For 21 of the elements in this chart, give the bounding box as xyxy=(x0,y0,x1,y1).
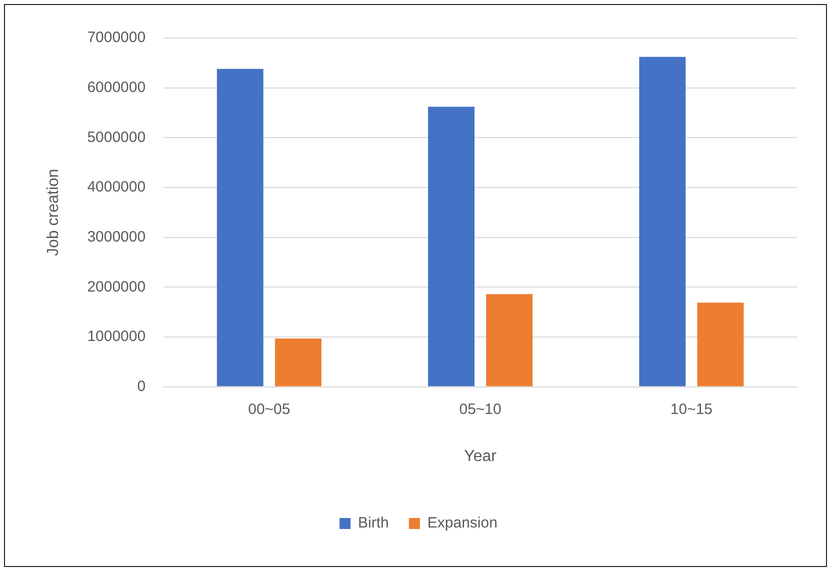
x-axis-title: Year xyxy=(464,448,498,465)
y-tick-label: 0 xyxy=(137,378,146,395)
y-tick-label: 7000000 xyxy=(87,29,146,46)
bar xyxy=(274,338,322,386)
y-tick-label: 1000000 xyxy=(87,328,146,346)
x-tick-label: 05~10 xyxy=(459,400,502,418)
legend-label: Expansion xyxy=(427,514,498,532)
bar xyxy=(486,294,533,386)
x-tick-label: 00~05 xyxy=(248,400,290,418)
y-axis-title: Job creation xyxy=(45,168,62,256)
legend-label: Birth xyxy=(358,514,389,532)
x-tick-label: 10~15 xyxy=(670,400,713,418)
bar xyxy=(639,56,686,386)
bar xyxy=(428,106,474,386)
bar xyxy=(697,302,744,386)
y-tick-label: 5000000 xyxy=(87,128,146,146)
y-tick-label: 2000000 xyxy=(87,278,146,296)
y-tick-label: 6000000 xyxy=(87,78,146,96)
y-tick-label: 4000000 xyxy=(87,178,146,196)
bar xyxy=(216,68,264,386)
y-tick-label: 3000000 xyxy=(87,228,146,246)
